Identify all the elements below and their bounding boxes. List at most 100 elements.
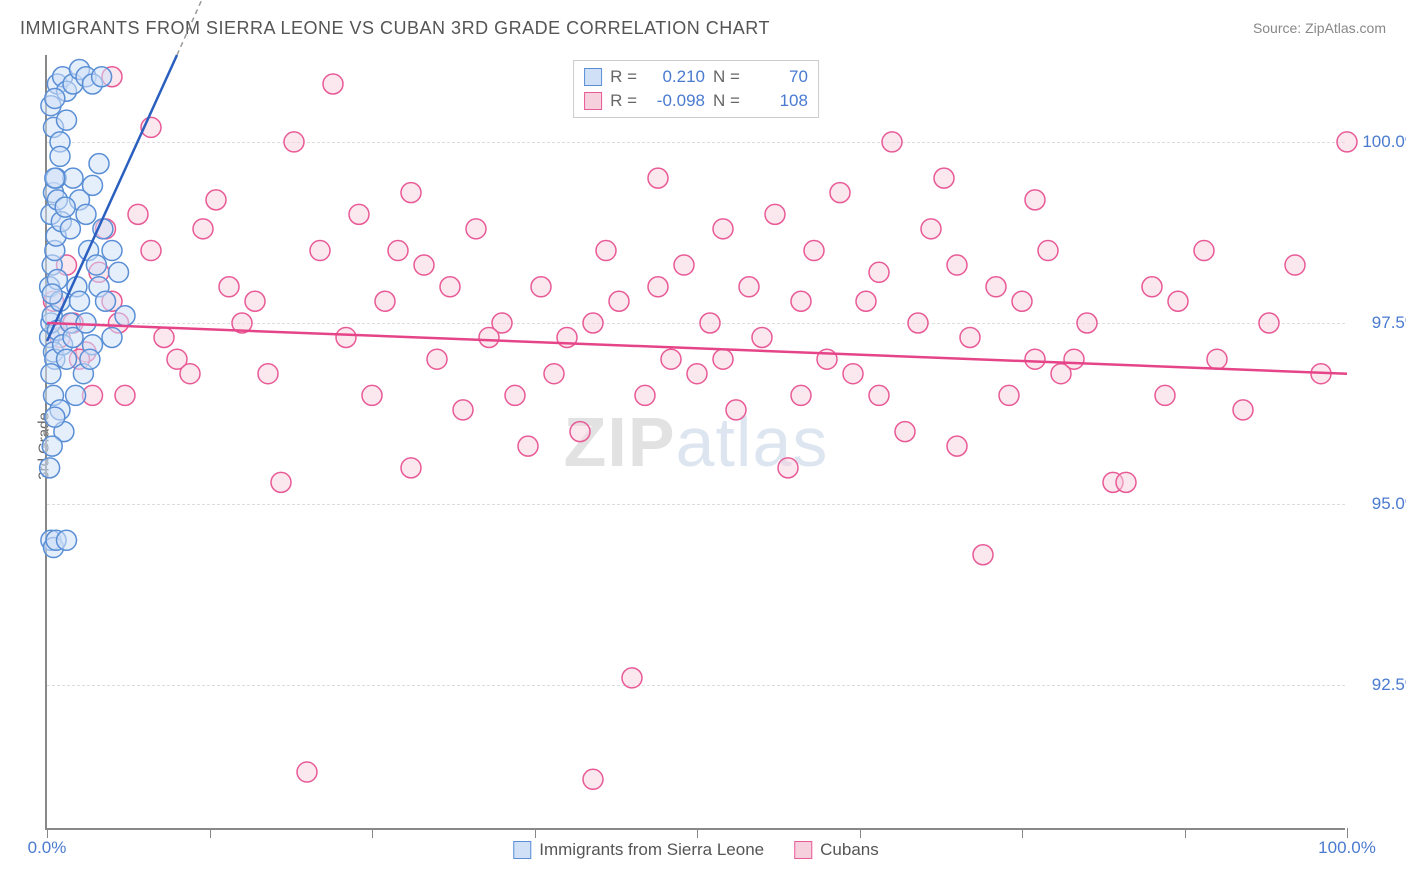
scatter-point-cubans <box>830 183 850 203</box>
scatter-point-cubans <box>388 241 408 261</box>
scatter-point-cubans <box>921 219 941 239</box>
scatter-point-sierra_leone <box>57 530 77 550</box>
scatter-point-cubans <box>1337 132 1357 152</box>
bottom-swatch-cubans <box>794 841 812 859</box>
scatter-point-sierra_leone <box>50 146 70 166</box>
x-tick <box>697 828 698 838</box>
scatter-point-sierra_leone <box>92 67 112 87</box>
r-label: R = <box>610 67 637 87</box>
scatter-point-cubans <box>1038 241 1058 261</box>
scatter-point-cubans <box>856 291 876 311</box>
bottom-legend-item-2: Cubans <box>794 840 879 860</box>
scatter-point-cubans <box>713 349 733 369</box>
legend-swatch-cubans <box>584 92 602 110</box>
scatter-point-cubans <box>1077 313 1097 333</box>
scatter-point-cubans <box>947 255 967 275</box>
scatter-point-cubans <box>362 385 382 405</box>
scatter-point-cubans <box>973 545 993 565</box>
scatter-point-cubans <box>804 241 824 261</box>
scatter-point-sierra_leone <box>45 407 65 427</box>
scatter-point-cubans <box>193 219 213 239</box>
scatter-point-cubans <box>479 327 499 347</box>
scatter-point-sierra_leone <box>55 197 75 217</box>
scatter-point-cubans <box>544 364 564 384</box>
scatter-point-cubans <box>466 219 486 239</box>
scatter-point-cubans <box>609 291 629 311</box>
scatter-point-cubans <box>206 190 226 210</box>
scatter-point-cubans <box>258 364 278 384</box>
n-label: N = <box>713 91 740 111</box>
scatter-point-cubans <box>518 436 538 456</box>
scatter-point-cubans <box>1155 385 1175 405</box>
scatter-point-cubans <box>674 255 694 275</box>
x-tick-label: 0.0% <box>28 838 67 858</box>
scatter-point-sierra_leone <box>80 349 100 369</box>
scatter-point-sierra_leone <box>86 255 106 275</box>
scatter-point-cubans <box>583 769 603 789</box>
scatter-point-cubans <box>1025 190 1045 210</box>
scatter-point-cubans <box>583 313 603 333</box>
scatter-point-cubans <box>895 422 915 442</box>
scatter-point-cubans <box>882 132 902 152</box>
chart-title: IMMIGRANTS FROM SIERRA LEONE VS CUBAN 3R… <box>20 18 770 39</box>
bottom-swatch-sierra-leone <box>513 841 531 859</box>
x-tick <box>535 828 536 838</box>
scatter-point-cubans <box>115 385 135 405</box>
scatter-point-cubans <box>765 204 785 224</box>
scatter-point-cubans <box>791 291 811 311</box>
scatter-point-cubans <box>999 385 1019 405</box>
scatter-point-sierra_leone <box>57 349 77 369</box>
scatter-point-sierra_leone <box>57 110 77 130</box>
scatter-point-cubans <box>1012 291 1032 311</box>
scatter-point-cubans <box>739 277 759 297</box>
scatter-point-cubans <box>128 204 148 224</box>
scatter-point-cubans <box>713 219 733 239</box>
scatter-point-cubans <box>1168 291 1188 311</box>
scatter-point-cubans <box>349 204 369 224</box>
scatter-point-cubans <box>596 241 616 261</box>
y-tick-label: 100.0% <box>1362 132 1406 152</box>
scatter-point-cubans <box>414 255 434 275</box>
x-tick-label: 100.0% <box>1318 838 1376 858</box>
scatter-point-sierra_leone <box>41 364 61 384</box>
scatter-point-cubans <box>869 262 889 282</box>
scatter-point-cubans <box>648 168 668 188</box>
n-value-sierra-leone: 70 <box>748 67 808 87</box>
scatter-point-sierra_leone <box>115 306 135 326</box>
scatter-point-sierra_leone <box>66 385 86 405</box>
scatter-point-cubans <box>934 168 954 188</box>
bottom-label-cubans: Cubans <box>820 840 879 860</box>
scatter-point-cubans <box>869 385 889 405</box>
legend-swatch-sierra-leone <box>584 68 602 86</box>
scatter-point-sierra_leone <box>60 219 80 239</box>
scatter-point-cubans <box>1142 277 1162 297</box>
scatter-point-sierra_leone <box>42 284 62 304</box>
scatter-point-cubans <box>505 385 525 405</box>
scatter-point-cubans <box>323 74 343 94</box>
scatter-point-cubans <box>986 277 1006 297</box>
scatter-svg <box>47 55 1345 828</box>
scatter-point-cubans <box>947 436 967 456</box>
scatter-point-cubans <box>336 327 356 347</box>
scatter-point-sierra_leone <box>83 175 103 195</box>
r-label: R = <box>610 91 637 111</box>
y-tick-label: 92.5% <box>1372 675 1406 695</box>
scatter-point-cubans <box>531 277 551 297</box>
legend-stats-row-2: R = -0.098 N = 108 <box>584 89 808 113</box>
scatter-point-cubans <box>427 349 447 369</box>
scatter-point-sierra_leone <box>89 154 109 174</box>
scatter-point-cubans <box>219 277 239 297</box>
y-tick-label: 97.5% <box>1372 313 1406 333</box>
scatter-point-sierra_leone <box>63 168 83 188</box>
scatter-point-cubans <box>440 277 460 297</box>
scatter-point-cubans <box>1025 349 1045 369</box>
bottom-legend-item-1: Immigrants from Sierra Leone <box>513 840 764 860</box>
scatter-point-cubans <box>622 668 642 688</box>
scatter-point-cubans <box>648 277 668 297</box>
scatter-point-cubans <box>1116 472 1136 492</box>
scatter-point-cubans <box>1207 349 1227 369</box>
x-tick <box>210 828 211 838</box>
scatter-point-cubans <box>960 327 980 347</box>
x-tick <box>1185 828 1186 838</box>
scatter-point-sierra_leone <box>96 291 116 311</box>
